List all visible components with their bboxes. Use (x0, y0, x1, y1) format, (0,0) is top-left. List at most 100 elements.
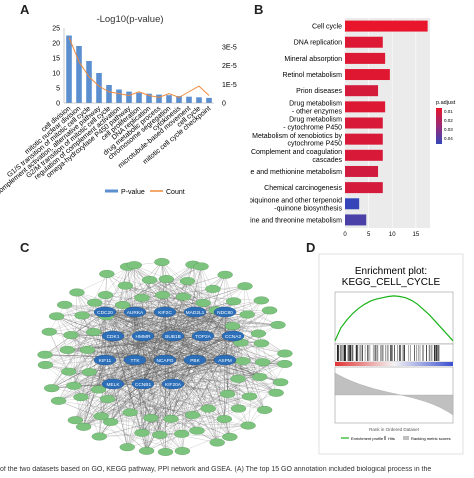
hub-gene-node (221, 330, 245, 342)
network-node (154, 258, 170, 266)
network-node (119, 443, 135, 452)
network-node (100, 395, 116, 403)
panel-b-chart: Cell cycle DNA replication Mineral absorpt… (250, 18, 456, 238)
kegg-category-label: Complement and coagulation cascades (251, 149, 343, 164)
network-node (152, 430, 168, 439)
kegg-category-label: Cell cycle (312, 24, 342, 31)
kegg-bar (345, 36, 383, 48)
network-node (61, 367, 77, 376)
right-tick-label: 2E-5 (222, 63, 237, 70)
hit-marks (337, 345, 440, 361)
hub-gene-node (123, 354, 147, 366)
network-node (142, 276, 158, 284)
ppi-network: CDC20 AURKA KIF2C MAD2L1 NDC80 CDK1 HMMR BUB1B T… (37, 258, 293, 456)
left-tick-label: 25 (52, 26, 60, 33)
hub-gene-node (131, 330, 155, 342)
kegg-category-label: Cysteine and methionine metabolism (250, 169, 342, 176)
go-bar (86, 61, 92, 103)
network-node (184, 411, 201, 419)
network-node (37, 350, 53, 359)
network-node (241, 392, 258, 401)
left-tick-label: 20 (52, 41, 60, 48)
go-bar (196, 97, 202, 103)
network-node (85, 328, 102, 336)
go-bar (186, 96, 192, 103)
gsea-title-line1: Enrichment plot: (355, 266, 427, 277)
network-node (57, 300, 73, 309)
hub-gene-node (183, 354, 207, 366)
hub-gene-label: CCNB1 (135, 382, 152, 388)
hub-gene-label: KIF2C (158, 310, 172, 316)
count-line (68, 37, 210, 98)
network-node (117, 281, 134, 290)
kegg-category-label: DNA replication (294, 40, 342, 47)
panel-a-chart: -Log10(p-value) 0 5 10 15 20 25 0 1E-5 2E-5 3E-5… (0, 14, 237, 197)
network-node (158, 275, 174, 283)
network-node (91, 432, 107, 441)
right-tick-label: 0 (222, 101, 226, 108)
network-node (103, 417, 119, 426)
kegg-bar (345, 165, 379, 177)
network-node (250, 329, 267, 338)
panel-label-d: D (306, 240, 316, 255)
hub-gene-node (101, 330, 125, 342)
kegg-bar (345, 214, 367, 226)
gsea-legend-hits: Hits (388, 436, 395, 441)
network-node (252, 373, 268, 381)
network-node (255, 358, 271, 367)
network-node (209, 438, 225, 447)
kegg-category-label: Retinol metabolism (282, 72, 342, 79)
network-node (189, 426, 205, 435)
network-node (69, 288, 85, 297)
go-bar (126, 91, 132, 103)
network-node (230, 374, 246, 383)
kegg-category-label: Glycine, serine and threonine metabolism (250, 217, 342, 224)
hub-gene-label: MAD2L1 (186, 310, 205, 316)
colorbar-title: p.adjust (436, 100, 456, 106)
go-bar (146, 93, 152, 103)
gsea-legend-profile: Enrichment profile (351, 436, 384, 441)
network-node (41, 327, 57, 336)
network-node (256, 405, 273, 414)
network-node (37, 361, 54, 369)
network-node (154, 291, 171, 299)
network-node (138, 446, 155, 455)
hub-gene-label: ASPM (218, 358, 232, 364)
hub-gene-node (161, 378, 185, 390)
colorbar-tick: 0.01 (444, 109, 453, 114)
colorbar-gradient (436, 108, 442, 144)
left-tick-label: 10 (52, 71, 60, 78)
network-node (222, 432, 238, 441)
hub-gene-node (123, 306, 147, 318)
network-node (143, 414, 159, 422)
kegg-bar (345, 149, 383, 161)
network-node (163, 414, 179, 423)
b-axis-tick: 10 (389, 232, 396, 238)
go-bar (176, 96, 182, 103)
kegg-category-label: Metabolism of xenobiotics by cytochrome P… (252, 133, 342, 148)
network-node (122, 408, 138, 417)
kegg-category-label: Prion diseases (296, 88, 342, 95)
network-node (277, 360, 293, 368)
hub-gene-node (153, 306, 177, 318)
go-bar (96, 73, 102, 103)
hub-gene-label: CDK1 (107, 334, 120, 340)
network-node (220, 389, 236, 398)
go-bar (156, 94, 162, 103)
panel-b-colorbar: p.adjust 0.01 0.02 0.03 0.04 (436, 100, 456, 144)
legend-pvalue: P-value (121, 189, 145, 196)
hub-gene-label: TTK (130, 358, 140, 364)
panel-a-title: -Log10(p-value) (96, 14, 163, 25)
network-node (134, 293, 150, 302)
colorbar-tick: 0.03 (444, 127, 453, 132)
network-node (59, 346, 76, 354)
panel-label-c: C (20, 240, 30, 255)
kegg-bar (345, 133, 383, 145)
kegg-bar (345, 101, 386, 113)
hub-gene-node (183, 306, 207, 318)
ranking-metric-area (334, 372, 454, 416)
kegg-category-label: Mineral absorption (284, 56, 342, 63)
kegg-bar (345, 52, 386, 64)
rank-color-strip (335, 362, 453, 366)
kegg-category-label: Ubiquinone and other terpenoid -quinone b… (250, 197, 342, 212)
